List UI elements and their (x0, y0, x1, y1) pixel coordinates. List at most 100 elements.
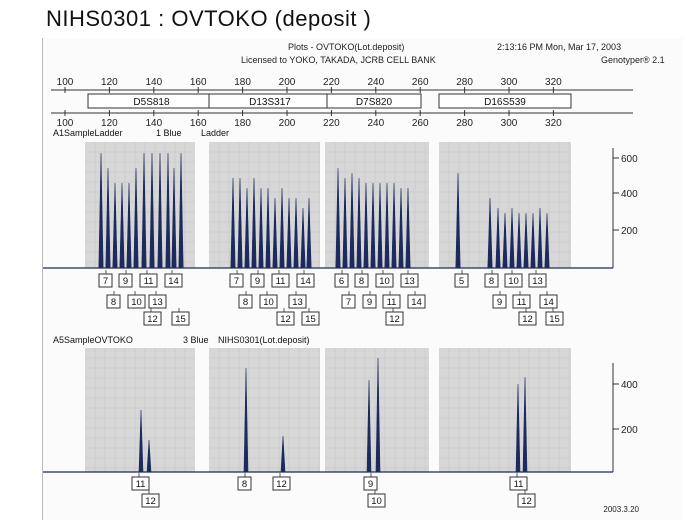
peak (487, 197, 493, 269)
allele-label: 13 (404, 276, 415, 287)
allele-box (171, 311, 190, 326)
peak (530, 212, 536, 269)
peak (286, 197, 292, 269)
peak (509, 207, 515, 269)
peak (306, 197, 312, 269)
allele-box (363, 476, 378, 491)
allele-box (272, 476, 291, 491)
bottom-axis-label: 220 (323, 118, 340, 129)
allele-label: 10 (379, 276, 390, 287)
peak (516, 212, 522, 269)
panel1-desc: Ladder (201, 128, 229, 138)
allele-box (341, 294, 356, 309)
allele-label: 12 (147, 314, 158, 325)
peak (133, 167, 139, 269)
allele-label: 10 (508, 276, 519, 287)
allele-box (98, 273, 113, 288)
peak (126, 182, 132, 269)
bin-shade (325, 142, 429, 268)
allele-box (164, 273, 183, 288)
top-axis-label: 120 (101, 77, 118, 88)
peak (280, 435, 286, 473)
peak (356, 177, 362, 269)
peak (272, 197, 278, 269)
allele-label: 9 (123, 276, 128, 287)
allele-label: 11 (136, 479, 146, 490)
allele-label: 9 (367, 297, 372, 308)
allele-label: 11 (517, 297, 527, 308)
peak (335, 167, 341, 269)
plot-sheet: Plots - OVTOKO(Lot.deposit) 2:13:16 PM M… (42, 38, 683, 520)
allele-label: 12 (389, 314, 400, 325)
peak (178, 152, 184, 269)
allele-box (518, 311, 537, 326)
marker-name: D16S539 (484, 97, 526, 108)
bottom-axis-label: 300 (501, 118, 518, 129)
allele-box (334, 273, 349, 288)
peak (138, 409, 144, 473)
peak (265, 187, 271, 269)
allele-box (127, 294, 146, 309)
peak (300, 207, 306, 269)
allele-label: 15 (549, 314, 560, 325)
marker-name: D7S820 (356, 97, 393, 108)
allele-label: 12 (522, 314, 533, 325)
allele-label: 6 (339, 276, 344, 287)
panel2-y-label: 400 (621, 380, 638, 391)
allele-label: 8 (359, 276, 364, 287)
allele-box (454, 273, 469, 288)
allele-label: 7 (103, 276, 108, 287)
allele-box (118, 273, 133, 288)
bottom-axis-label: 240 (367, 118, 384, 129)
allele-box (385, 311, 404, 326)
bottom-axis-label: 200 (279, 118, 296, 129)
allele-label: 15 (175, 314, 186, 325)
bottom-axis-label: 100 (57, 118, 74, 129)
allele-box (362, 294, 377, 309)
top-axis-label: 100 (57, 77, 74, 88)
allele-box (400, 273, 419, 288)
allele-label: 7 (346, 297, 351, 308)
allele-label: 8 (111, 297, 116, 308)
allele-box (509, 476, 528, 491)
peak (237, 177, 243, 269)
peak (279, 187, 285, 269)
allele-label: 8 (243, 297, 248, 308)
allele-box (517, 493, 536, 508)
peak (405, 187, 411, 269)
marker-bin-box (326, 93, 422, 109)
allele-box (382, 294, 401, 309)
peak (537, 207, 543, 269)
allele-label: 9 (255, 276, 260, 287)
peak (455, 172, 461, 269)
allele-box (545, 311, 564, 326)
allele-label: 11 (276, 276, 286, 287)
allele-label: 13 (152, 297, 163, 308)
peak (377, 182, 383, 269)
allele-box (237, 476, 252, 491)
allele-box (106, 294, 121, 309)
allele-box (407, 294, 426, 309)
peak (258, 187, 264, 269)
bottom-axis-label: 280 (456, 118, 473, 129)
allele-label: 5 (459, 276, 464, 287)
peak (149, 152, 155, 269)
top-axis-label: 300 (501, 77, 518, 88)
bin-shade (85, 142, 195, 268)
allele-label: 11 (514, 479, 524, 490)
software-version: Genotyper® 2.1 (601, 55, 665, 65)
allele-label: 13 (532, 276, 543, 287)
bottom-axis-label: 260 (412, 118, 429, 129)
peak (165, 152, 171, 269)
allele-box (276, 311, 295, 326)
peak (384, 182, 390, 269)
allele-box (259, 294, 278, 309)
allele-box (288, 294, 307, 309)
allele-label: 7 (234, 276, 239, 287)
allele-box (539, 294, 558, 309)
allele-box (301, 311, 320, 326)
allele-label: 13 (292, 297, 303, 308)
panel1-dye: 1 Blue (156, 128, 182, 138)
allele-label: 10 (131, 297, 142, 308)
allele-box (271, 273, 290, 288)
